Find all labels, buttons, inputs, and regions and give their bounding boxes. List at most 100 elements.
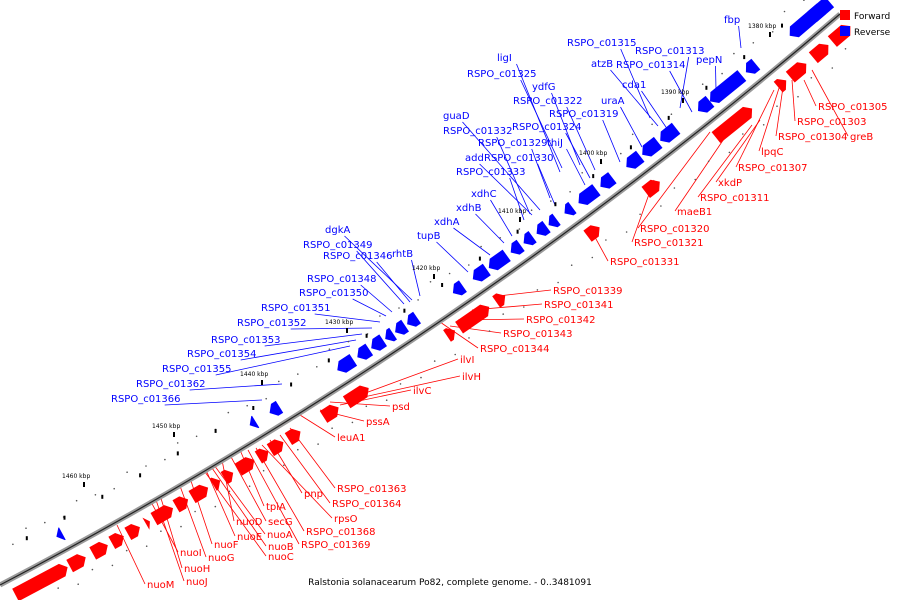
tick-label: 1380 kbp [748, 23, 776, 30]
forward-label-leader [811, 69, 849, 137]
reverse-gene-label: RSPO_c01355 [162, 364, 232, 375]
track-dot [569, 191, 571, 193]
track-mark [516, 229, 519, 234]
forward-label-leader [149, 499, 179, 553]
track-dot [639, 213, 641, 216]
track-dot [331, 427, 333, 430]
genome-axis [0, 13, 841, 586]
track-dot [673, 187, 676, 189]
forward-gene [773, 79, 787, 93]
track-dot [297, 373, 299, 375]
track-dot [797, 95, 799, 98]
track-dot [379, 315, 381, 317]
reverse-label-leader [436, 241, 469, 273]
forward-gene-label: nuoJ [186, 577, 208, 588]
reverse-gene [249, 415, 260, 429]
reverse-gene-label: RSPO_c01324 [512, 122, 582, 133]
reverse-gene-label: xdhC [471, 189, 497, 200]
track-dot [433, 360, 436, 362]
track-dot [581, 172, 583, 174]
reverse-gene [510, 239, 525, 255]
forward-gene-label: RSPO_c01342 [526, 315, 596, 326]
track-dot [214, 505, 217, 508]
reverse-gene [745, 58, 761, 74]
tick-mark [173, 432, 175, 437]
track-mark [667, 115, 670, 120]
track-dot [660, 205, 662, 207]
forward-label-leader [735, 89, 775, 168]
track-mark [214, 428, 217, 433]
forward-gene [150, 505, 173, 526]
forward-gene-label: nuoA [267, 530, 293, 541]
reverse-label-leader [352, 298, 387, 317]
forward-label-leader [261, 444, 333, 519]
track-mark [290, 382, 293, 387]
reverse-gene [642, 136, 663, 157]
reverse-gene [395, 319, 409, 335]
reverse-label-leader [215, 345, 351, 376]
track-dot [523, 306, 525, 308]
reverse-gene [548, 213, 561, 228]
reverse-gene-label: RSPO_c01346 [323, 251, 393, 262]
track-dot [164, 458, 166, 461]
reverse-gene-label: RSPO_c01332 [443, 126, 513, 137]
reverse-label-leader [344, 235, 413, 301]
reverse-gene-label: RSPO_c01362 [136, 379, 206, 390]
reverse-label-leader [240, 339, 357, 361]
track-dot [347, 340, 350, 343]
track-dot [844, 48, 847, 50]
legend-forward-swatch [840, 10, 850, 20]
reverse-gene-label: RSPO_c01350 [299, 288, 369, 299]
forward-gene [492, 293, 506, 308]
forward-gene-label: leuA1 [337, 433, 365, 444]
reverse-gene [488, 249, 511, 271]
reverse-gene [337, 354, 358, 373]
reverse-label-leader [641, 90, 671, 134]
reverse-gene-label: rhtB [392, 249, 413, 260]
track-dot [385, 399, 388, 402]
track-dot [195, 435, 198, 438]
forward-gene-label: RSPO_c01369 [301, 540, 371, 551]
forward-gene-label: RSPO_c01303 [797, 117, 867, 128]
forward-gene-label: RSPO_c01341 [544, 300, 614, 311]
track-dot [246, 404, 248, 407]
tick-label: 1410 kbp [498, 208, 526, 215]
forward-gene-label: nuoG [208, 553, 235, 564]
track-mark [781, 23, 783, 28]
track-mark [554, 202, 557, 207]
forward-label-leader [116, 524, 146, 585]
tick-mark [83, 482, 85, 487]
forward-gene [785, 62, 807, 83]
track-dot [742, 133, 744, 135]
reverse-label-leader [490, 199, 513, 237]
track-dot [429, 281, 432, 283]
reverse-label-leader [520, 79, 563, 169]
forward-gene-label: maeB1 [677, 207, 712, 218]
reverse-gene [710, 70, 747, 103]
forward-gene [808, 43, 829, 64]
track-dot [454, 353, 457, 356]
forward-gene [188, 484, 209, 504]
forward-gene-label: RSPO_c01339 [553, 286, 623, 297]
reverse-label-leader [411, 259, 421, 297]
reverse-gene [600, 172, 617, 189]
reverse-gene [807, 0, 835, 22]
forward-gene-label: RSPO_c01343 [503, 329, 573, 340]
forward-label-leader [329, 401, 391, 407]
track-dot [448, 272, 451, 275]
reverse-gene [698, 95, 715, 113]
forward-label-leader [791, 79, 796, 122]
track-dot [591, 256, 594, 259]
reverse-label-leader [551, 92, 581, 166]
forward-label-leader [439, 321, 479, 349]
reverse-label-leader [264, 333, 363, 347]
track-dot [530, 209, 533, 211]
forward-gene-label: RSPO_c01304 [778, 132, 848, 143]
reverse-label-leader [356, 250, 405, 305]
reverse-label-leader [565, 132, 591, 179]
reverse-label-leader [531, 148, 551, 199]
reverse-gene [407, 311, 421, 327]
forward-gene-label: RSPO_c01363 [337, 484, 407, 495]
reverse-gene-label: RSPO_c01330 [484, 153, 554, 164]
